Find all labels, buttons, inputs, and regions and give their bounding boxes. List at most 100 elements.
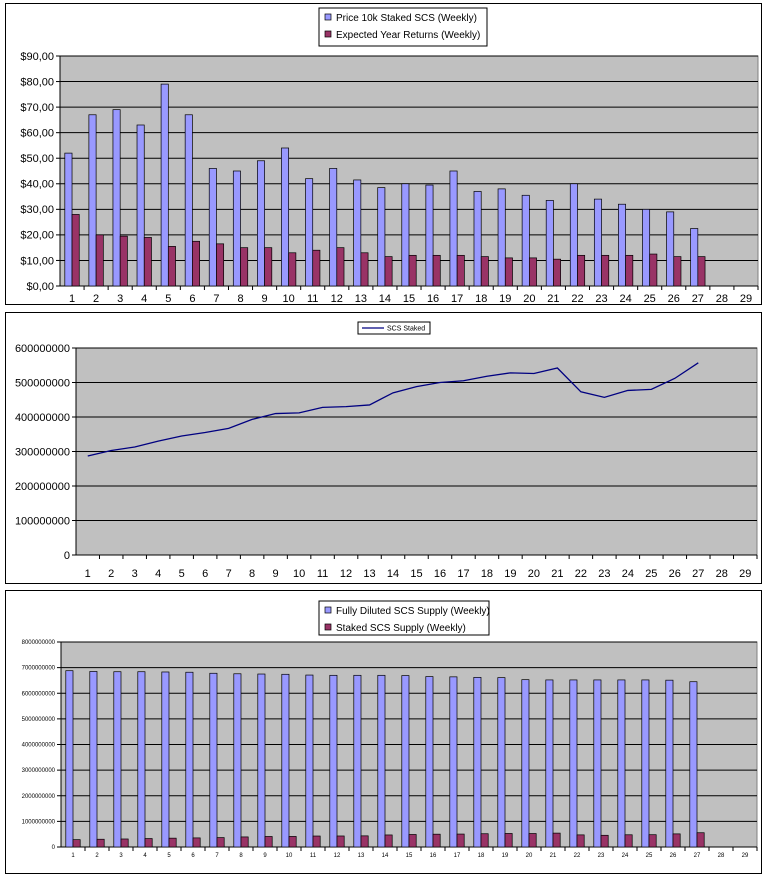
c1-bar-series2	[360, 252, 369, 287]
c1-bar-series1	[593, 198, 602, 287]
c3-bar-series1	[521, 679, 530, 848]
c1-bar-series2	[216, 243, 225, 287]
c3-bar-series1	[449, 676, 458, 848]
c2-y-tick-label: 500000000	[15, 377, 70, 389]
c2-x-tick-label: 6	[202, 568, 208, 580]
c3-bar-series1	[497, 677, 506, 848]
c3-x-tick-label: 17	[454, 853, 461, 859]
c1-x-tick-label: 27	[692, 293, 704, 305]
c2-x-tick-label: 3	[132, 568, 138, 580]
c1-bar-series1	[521, 194, 530, 287]
c1-x-tick-label: 15	[403, 293, 415, 305]
c3-legend-swatch	[324, 606, 332, 614]
c1-x-tick-label: 21	[547, 293, 559, 305]
c2-x-tick-label: 11	[317, 568, 328, 580]
c3-bar-series2	[144, 838, 153, 848]
c1-x-tick-label: 3	[117, 293, 123, 305]
c3-y-tick-label: 0	[52, 845, 56, 851]
c1-x-tick-label: 12	[331, 293, 343, 305]
c3-x-tick-label: 5	[167, 853, 171, 859]
c1-y-tick-label: $30,00	[20, 204, 54, 216]
c3-bar-series1	[569, 679, 578, 848]
c2-x-tick-label: 9	[273, 568, 279, 580]
c3-bar-series2	[384, 834, 393, 848]
c1-x-tick-label: 24	[619, 293, 631, 305]
c3-bar-series2	[168, 837, 177, 848]
c3-y-tick-label: 6000000000	[22, 691, 56, 697]
c3-bar-series2	[240, 836, 249, 848]
c3-y-tick-label: 1000000000	[22, 819, 56, 825]
c3-legend	[318, 600, 490, 636]
c3-x-tick-label: 18	[478, 853, 485, 859]
c3-x-tick-label: 28	[718, 853, 725, 859]
c3-bar-series1	[161, 671, 170, 848]
c3-bar-series1	[641, 679, 650, 848]
c2-x-tick-label: 19	[504, 568, 516, 580]
c3-bar-series1	[593, 679, 602, 848]
c2-x-tick-label: 5	[179, 568, 185, 580]
c3-bar-series1	[233, 673, 242, 848]
c1-legend-label: Price 10k Staked SCS (Weekly)	[336, 13, 477, 24]
c1-bar-series1	[618, 203, 626, 287]
c1-y-tick-label: $60,00	[20, 128, 54, 140]
c1-y-tick-label: $20,00	[20, 230, 54, 242]
c1-bar-series2	[553, 258, 561, 287]
c1-bar-series1	[305, 178, 314, 287]
c3-bar-series1	[113, 671, 122, 848]
c3-bar-series1	[689, 681, 698, 848]
c2-x-tick-label: 8	[249, 568, 255, 580]
c3-x-tick-label: 1	[71, 853, 75, 859]
c2-x-tick-label: 13	[363, 568, 375, 580]
c2-x-tick-label: 27	[692, 568, 704, 580]
c1-x-tick-label: 9	[262, 293, 268, 305]
c2-x-tick-label: 10	[293, 568, 305, 580]
c3-x-tick-label: 25	[646, 853, 653, 859]
c1-bar-series1	[666, 211, 675, 287]
c3-x-tick-label: 11	[310, 853, 317, 859]
c1-bar-series2	[528, 257, 537, 287]
c2-legend-label: SCS Staked	[387, 326, 425, 333]
c3-x-tick-label: 2	[95, 853, 99, 859]
c3-bar-series2	[216, 837, 225, 848]
c1-bar-series2	[601, 254, 610, 287]
c1-bar-series1	[329, 168, 338, 287]
c3-x-tick-label: 3	[119, 853, 123, 859]
c1-bar-series1	[208, 168, 217, 287]
c3-x-tick-label: 16	[430, 853, 437, 859]
c3-bar-series1	[545, 679, 554, 848]
c3-x-tick-label: 29	[742, 853, 749, 859]
c1-bar-series1	[64, 152, 73, 287]
c3-bar-series1	[377, 674, 386, 848]
c3-legend-label: Staked SCS Supply (Weekly)	[336, 623, 466, 634]
c1-x-tick-label: 7	[213, 293, 219, 305]
c1-bar-series1	[569, 183, 578, 287]
c3-y-tick-label: 5000000000	[22, 717, 56, 723]
c3-bar-series2	[600, 834, 609, 848]
c2-y-tick-label: 200000000	[15, 481, 70, 493]
c1-x-tick-label: 17	[451, 293, 463, 305]
c1-bar-series1	[425, 184, 434, 287]
c1-x-tick-label: 1	[69, 293, 75, 305]
c1-y-tick-label: $50,00	[20, 153, 54, 165]
c1-bar-series1	[401, 183, 410, 287]
c1-bar-series1	[112, 109, 121, 287]
c3-x-tick-label: 23	[598, 853, 605, 859]
c3-x-tick-label: 20	[526, 853, 533, 859]
c1-bar-series2	[697, 256, 706, 287]
c1-x-tick-label: 26	[668, 293, 680, 305]
c3-bar-series1	[329, 674, 338, 848]
c1-bar-series2	[240, 247, 249, 287]
c3-x-tick-label: 27	[694, 853, 701, 859]
c1-bar-series1	[160, 83, 169, 287]
c1-bar-series2	[312, 249, 321, 287]
c1-bar-series1	[353, 179, 362, 287]
c3-bar-series1	[473, 677, 482, 848]
c2-x-tick-label: 26	[669, 568, 681, 580]
c2-x-tick-label: 24	[622, 568, 634, 580]
c1-bar-series2	[456, 254, 465, 287]
c3-bar-series1	[401, 675, 410, 848]
c2-y-tick-label: 0	[64, 550, 70, 562]
c1-x-tick-label: 19	[499, 293, 511, 305]
c2-x-tick-label: 2	[108, 568, 114, 580]
c2-y-tick-label: 100000000	[15, 515, 70, 527]
